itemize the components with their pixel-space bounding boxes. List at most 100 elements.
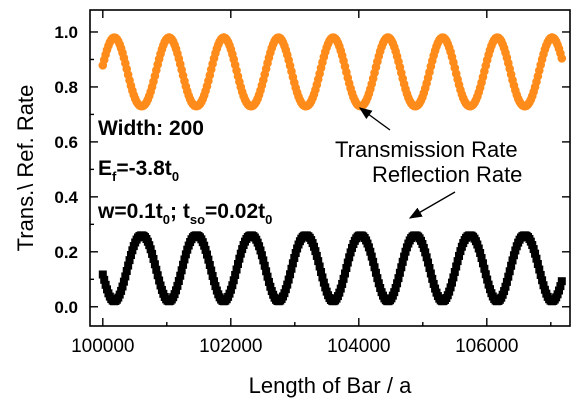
reflection-point bbox=[390, 288, 399, 297]
reflection-point bbox=[374, 279, 383, 288]
reflection-point bbox=[290, 254, 299, 263]
param-fermi-energy: Ef=-3.8t0 bbox=[98, 157, 179, 184]
reflection-point bbox=[176, 271, 185, 280]
reflection-point bbox=[508, 256, 517, 265]
reflection-point bbox=[98, 270, 107, 279]
param-ef-symbol: E bbox=[98, 157, 112, 180]
reflection-point bbox=[208, 271, 217, 280]
reflection-point bbox=[422, 253, 431, 262]
reflection-point bbox=[477, 254, 486, 263]
reflection-point bbox=[484, 280, 493, 289]
reflection-point bbox=[340, 269, 349, 278]
reflection-point bbox=[183, 245, 192, 254]
reflection-point bbox=[118, 282, 127, 291]
reflection-point bbox=[101, 280, 110, 289]
param-tso-t-sub: 0 bbox=[265, 212, 272, 227]
reflection-point bbox=[481, 270, 490, 279]
x-tick-label: 106000 bbox=[455, 336, 518, 357]
reflection-point bbox=[554, 286, 563, 295]
reflection-point bbox=[259, 256, 268, 265]
y-tick-label: 0.6 bbox=[54, 133, 78, 152]
reflection-point bbox=[312, 251, 321, 260]
param-ef-t-sub: 0 bbox=[172, 169, 179, 184]
x-tick-label: 100000 bbox=[71, 336, 134, 357]
reflection-point bbox=[260, 261, 269, 270]
reflection-point bbox=[205, 261, 214, 270]
reflection-point bbox=[256, 246, 265, 255]
reflection-point bbox=[128, 246, 137, 255]
reflection-point bbox=[311, 247, 320, 256]
reflection-point bbox=[288, 259, 297, 268]
reflection-point bbox=[283, 280, 292, 289]
param-ef-value: =-3.8t bbox=[116, 157, 171, 180]
reflection-point bbox=[397, 263, 406, 272]
reflection-point bbox=[281, 285, 290, 294]
reflection-point bbox=[179, 260, 188, 269]
reflection-point bbox=[264, 277, 273, 286]
param-w-t-sub: 0 bbox=[163, 212, 170, 227]
reflection-point bbox=[345, 253, 354, 262]
y-axis-title: Trans.\ Ref. Rate bbox=[13, 85, 38, 252]
reflection-point bbox=[536, 270, 545, 279]
reflection-point bbox=[426, 269, 435, 278]
reflection-point bbox=[446, 283, 455, 292]
reflection-point bbox=[117, 286, 126, 295]
reflection-point bbox=[236, 249, 245, 258]
reflection-point bbox=[391, 283, 400, 292]
y-tick-label: 0.2 bbox=[54, 243, 78, 262]
series-annotations: Transmission Rate Reflection Rate bbox=[335, 107, 522, 219]
param-tso-value: =0.02t bbox=[205, 200, 265, 223]
reflection-point bbox=[533, 260, 542, 269]
reflection-point bbox=[428, 274, 437, 283]
reflection-point bbox=[232, 265, 241, 274]
reflection-point bbox=[204, 255, 213, 264]
reflection-point bbox=[529, 245, 538, 254]
y-tick-label: 0.4 bbox=[54, 188, 78, 207]
reflection-point bbox=[173, 281, 182, 290]
reflection-point bbox=[235, 254, 244, 263]
reflection-point bbox=[456, 247, 465, 256]
reflection-point bbox=[145, 241, 154, 250]
param-w-tso: w=0.1t0; tso=0.02t0 bbox=[97, 200, 272, 227]
reflection-point bbox=[310, 242, 318, 251]
x-axis-title: Length of Bar / a bbox=[249, 373, 412, 398]
reflection-point bbox=[452, 262, 461, 271]
reflection-point bbox=[200, 241, 209, 250]
reflection-point bbox=[474, 244, 483, 253]
reflection-point bbox=[367, 252, 376, 261]
reflection-point bbox=[505, 267, 514, 276]
reflection-point bbox=[287, 264, 296, 273]
reflection-point bbox=[284, 275, 293, 284]
param-ef-sub: f bbox=[112, 169, 117, 184]
reflection-point bbox=[100, 275, 109, 284]
y-tick-label: 0.8 bbox=[54, 78, 78, 97]
reflection-point bbox=[531, 249, 540, 258]
x-tick-label: 102000 bbox=[199, 336, 262, 357]
plot-frame bbox=[89, 9, 571, 327]
y-axis-ticks: 0.0 0.2 0.4 0.6 0.8 1.0 bbox=[54, 23, 570, 317]
reflection-point bbox=[483, 275, 492, 284]
y-tick-label: 0.0 bbox=[54, 298, 78, 317]
reflection-point bbox=[449, 273, 458, 282]
reflection-point bbox=[231, 270, 240, 279]
reflection-point bbox=[177, 266, 186, 275]
param-width: Width: 200 bbox=[98, 117, 204, 140]
reflection-point bbox=[557, 277, 566, 286]
reflection-point bbox=[155, 276, 164, 285]
reflection-point bbox=[255, 242, 264, 251]
transmission-arrow bbox=[358, 107, 391, 131]
reflection-point bbox=[156, 281, 165, 290]
x-tick-label: 104000 bbox=[327, 336, 390, 357]
param-tso-sub: so bbox=[190, 212, 205, 227]
reflection-point bbox=[152, 265, 161, 274]
reflection-point bbox=[455, 251, 464, 260]
reflection-point bbox=[393, 279, 402, 288]
reflection-point bbox=[421, 248, 430, 257]
reflection-point bbox=[317, 268, 326, 277]
reflection-point bbox=[539, 281, 548, 290]
reflection-point bbox=[453, 257, 462, 266]
reflection-point bbox=[364, 243, 373, 252]
reflection-point bbox=[395, 268, 404, 277]
reflection-point bbox=[447, 278, 456, 287]
